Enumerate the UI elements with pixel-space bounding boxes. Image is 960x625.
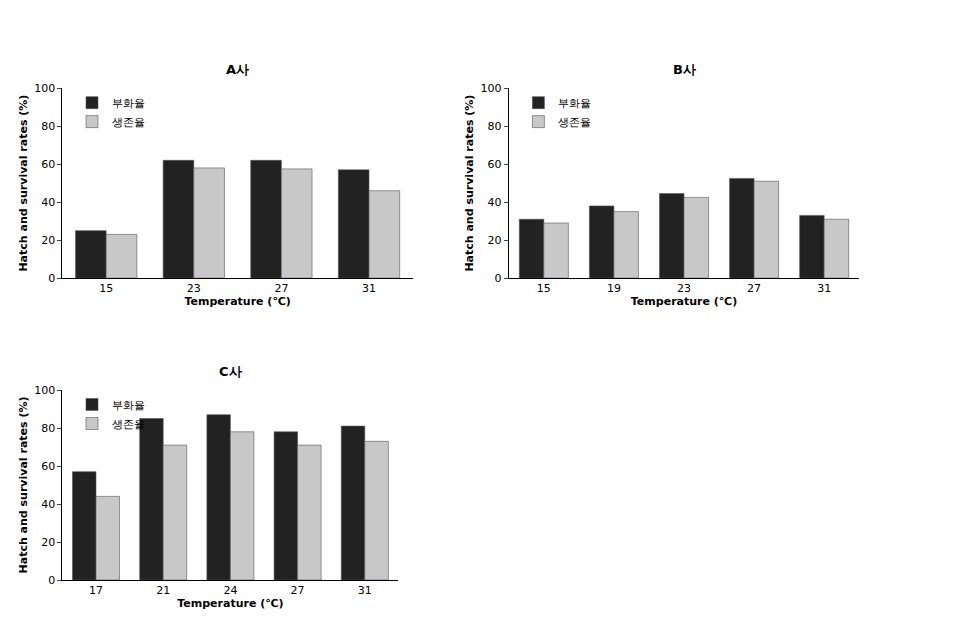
svg-text:23: 23 xyxy=(187,282,201,295)
svg-text:0: 0 xyxy=(48,574,55,587)
svg-text:80: 80 xyxy=(488,120,502,133)
svg-text:60: 60 xyxy=(488,158,502,171)
svg-text:부화율: 부화율 xyxy=(112,399,145,412)
svg-text:31: 31 xyxy=(358,584,372,597)
svg-text:생존율: 생존율 xyxy=(112,418,145,431)
svg-text:20: 20 xyxy=(41,234,55,247)
svg-text:27: 27 xyxy=(274,282,288,295)
svg-text:Temperature (℃): Temperature (℃) xyxy=(184,295,290,308)
svg-text:24: 24 xyxy=(223,584,237,597)
svg-text:C사: C사 xyxy=(219,364,242,379)
svg-text:23: 23 xyxy=(677,282,691,295)
svg-text:17: 17 xyxy=(89,584,103,597)
svg-text:40: 40 xyxy=(488,196,502,209)
svg-text:40: 40 xyxy=(41,196,55,209)
svg-text:Temperature (℃): Temperature (℃) xyxy=(177,597,283,610)
svg-text:0: 0 xyxy=(495,272,502,285)
svg-text:Hatch and survival rates (%): Hatch and survival rates (%) xyxy=(463,95,476,272)
svg-text:A사: A사 xyxy=(226,62,249,77)
svg-text:60: 60 xyxy=(41,460,55,473)
svg-text:100: 100 xyxy=(34,384,55,397)
svg-text:21: 21 xyxy=(156,584,170,597)
svg-text:Hatch and survival rates (%): Hatch and survival rates (%) xyxy=(17,95,30,272)
svg-text:80: 80 xyxy=(41,120,55,133)
svg-text:27: 27 xyxy=(747,282,761,295)
svg-text:Temperature (℃): Temperature (℃) xyxy=(631,295,737,308)
svg-text:Hatch and survival rates (%): Hatch and survival rates (%) xyxy=(17,397,30,574)
svg-text:40: 40 xyxy=(41,498,55,511)
svg-text:31: 31 xyxy=(362,282,376,295)
svg-text:60: 60 xyxy=(41,158,55,171)
svg-text:15: 15 xyxy=(99,282,113,295)
svg-text:100: 100 xyxy=(34,82,55,95)
svg-text:31: 31 xyxy=(817,282,831,295)
svg-text:B사: B사 xyxy=(673,62,696,77)
svg-text:20: 20 xyxy=(41,536,55,549)
svg-text:80: 80 xyxy=(41,422,55,435)
svg-text:부화율: 부화율 xyxy=(558,97,591,110)
svg-text:19: 19 xyxy=(607,282,621,295)
svg-text:20: 20 xyxy=(488,234,502,247)
svg-text:27: 27 xyxy=(291,584,305,597)
svg-text:부화율: 부화율 xyxy=(112,97,145,110)
svg-text:생존율: 생존율 xyxy=(112,116,145,129)
svg-text:0: 0 xyxy=(48,272,55,285)
svg-text:생존율: 생존율 xyxy=(558,116,591,129)
svg-text:100: 100 xyxy=(481,82,502,95)
svg-text:15: 15 xyxy=(537,282,551,295)
